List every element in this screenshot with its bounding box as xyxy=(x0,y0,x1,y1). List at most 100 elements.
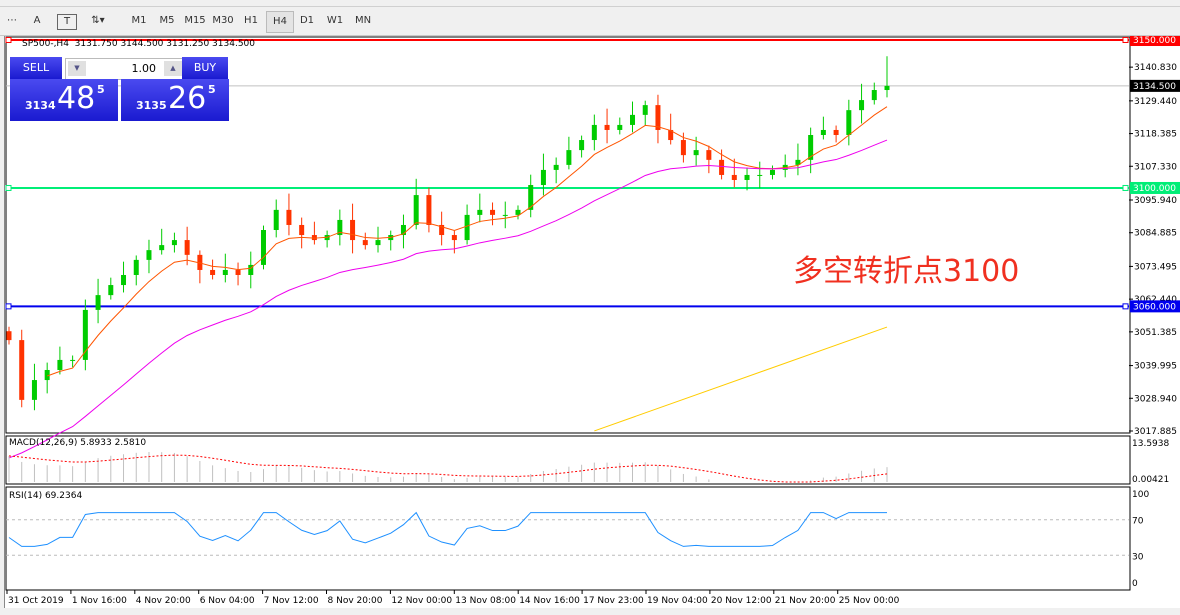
timeframe-m15[interactable]: M15 xyxy=(184,15,206,26)
candle xyxy=(579,140,585,151)
candle xyxy=(719,159,725,175)
timeframe-m30[interactable]: M30 xyxy=(212,15,234,26)
buy-price[interactable]: 3135 26 5 xyxy=(121,79,229,121)
time-axis-label: 6 Nov 04:00 xyxy=(200,596,255,606)
buy-price-prefix: 3135 xyxy=(136,99,167,112)
price-axis-label: 3028.940 xyxy=(1134,394,1177,404)
candle xyxy=(70,359,76,361)
rsi-line xyxy=(8,511,887,547)
price-axis-label: 3129.440 xyxy=(1134,97,1177,107)
candle xyxy=(19,340,25,400)
candle xyxy=(31,380,37,400)
price-axis-label: 3084.885 xyxy=(1134,229,1177,239)
candle xyxy=(6,331,12,341)
timeframe-w1[interactable]: W1 xyxy=(326,15,344,26)
candle xyxy=(57,359,63,370)
time-axis-label: 7 Nov 12:00 xyxy=(264,596,319,606)
candle xyxy=(439,224,445,236)
chart-window[interactable]: 3140.830 3129.440 3118.385 3107.330 3095.940… xyxy=(4,36,1180,608)
hline-price-tag xyxy=(1130,300,1180,313)
candle xyxy=(604,124,610,130)
candle xyxy=(44,369,50,381)
chart-header: SP500-,H4 3131.750 3144.500 3131.250 313… xyxy=(22,39,255,49)
timeframe-h4[interactable]: H4 xyxy=(266,11,294,33)
hline-price-label: 3150.000 xyxy=(1133,36,1176,46)
sell-button[interactable]: SELL xyxy=(10,57,62,79)
rsi-label: RSI(14) 69.2364 xyxy=(9,491,83,501)
time-axis-label: 21 Nov 20:00 xyxy=(775,596,836,606)
lot-size-stepper[interactable]: ▼ 1.00 ▲ xyxy=(65,58,185,80)
candle xyxy=(248,264,254,275)
grid-icon[interactable]: ⋯ xyxy=(7,15,17,26)
sell-price[interactable]: 3134 48 5 xyxy=(10,79,118,121)
chart-canvas[interactable]: 3140.830 3129.440 3118.385 3107.330 3095.940… xyxy=(5,36,1180,608)
toolbar-row-top xyxy=(0,0,1180,7)
increase-lot-button[interactable]: ▲ xyxy=(164,61,182,76)
macd-label: MACD(12,26,9) 5.8933 2.5810 xyxy=(9,438,147,448)
candle xyxy=(757,174,763,176)
hline-price-label: 3060.000 xyxy=(1133,302,1176,312)
candle xyxy=(299,224,305,236)
candle xyxy=(210,269,216,275)
arrows-dropdown-icon[interactable]: ⇅▾ xyxy=(91,15,105,26)
candle xyxy=(655,105,661,130)
time-axis-label: 13 Nov 08:00 xyxy=(455,596,516,606)
candle xyxy=(502,214,508,216)
candle xyxy=(464,214,470,241)
decrease-lot-button[interactable]: ▼ xyxy=(68,61,86,76)
time-axis-label: 8 Nov 20:00 xyxy=(328,596,383,606)
candle xyxy=(706,150,712,160)
candle xyxy=(642,105,648,115)
candle xyxy=(426,195,432,225)
price-axis-label: 3039.995 xyxy=(1134,362,1177,372)
timeframe-h1[interactable]: H1 xyxy=(244,15,258,26)
rsi-pane-frame xyxy=(5,486,1131,591)
annotation-text: 多空转折点3100 xyxy=(793,254,1020,289)
time-axis-label: 17 Nov 23:00 xyxy=(583,596,644,606)
time-axis-label: 20 Nov 12:00 xyxy=(711,596,772,606)
candle xyxy=(808,135,814,160)
candle xyxy=(769,169,775,175)
time-axis-label: 25 Nov 00:00 xyxy=(839,596,900,606)
candle xyxy=(400,224,406,236)
candle xyxy=(617,124,623,130)
rsi-axis-label: 0 xyxy=(1132,579,1138,589)
candle xyxy=(273,209,279,231)
sell-price-prefix: 3134 xyxy=(25,99,56,112)
candle xyxy=(362,240,368,246)
candle xyxy=(222,269,228,275)
macd-axis-bottom: 0.00421 xyxy=(1132,475,1169,485)
timeframe-d1[interactable]: D1 xyxy=(299,15,315,26)
buy-price-sup: 5 xyxy=(208,83,216,96)
buy-button[interactable]: BUY xyxy=(182,57,228,79)
price-axis-label: 3140.830 xyxy=(1134,63,1177,73)
candle xyxy=(108,285,114,296)
candle xyxy=(413,195,419,225)
candle xyxy=(82,309,88,360)
sell-price-main: 48 xyxy=(57,81,96,116)
sell-price-sup: 5 xyxy=(97,83,105,96)
chart-tabs-bar xyxy=(0,608,1180,615)
candle xyxy=(146,250,152,260)
candle xyxy=(235,269,241,275)
candle xyxy=(260,230,266,265)
price-axis-label: 3095.940 xyxy=(1134,196,1177,206)
line-handle xyxy=(1122,37,1129,43)
timeframe-mn[interactable]: MN xyxy=(354,15,372,26)
line-handle xyxy=(1122,184,1129,191)
price-axis-label: 3107.330 xyxy=(1134,162,1177,172)
timeframe-m1[interactable]: M1 xyxy=(131,15,147,26)
lot-size-input[interactable]: 1.00 xyxy=(131,62,157,75)
candle xyxy=(553,164,559,170)
macd-pane-frame xyxy=(5,435,1131,485)
candle xyxy=(591,124,597,141)
candle xyxy=(350,219,356,241)
current-price-label: 3134.500 xyxy=(1133,82,1176,92)
text-tool-button[interactable]: T xyxy=(57,14,77,30)
candle xyxy=(311,235,317,241)
moving-average-mid xyxy=(8,139,888,459)
buy-price-main: 26 xyxy=(168,81,207,116)
time-axis-label: 4 Nov 20:00 xyxy=(136,596,191,606)
timeframe-m5[interactable]: M5 xyxy=(159,15,175,26)
font-tool-button[interactable]: A xyxy=(33,15,41,26)
